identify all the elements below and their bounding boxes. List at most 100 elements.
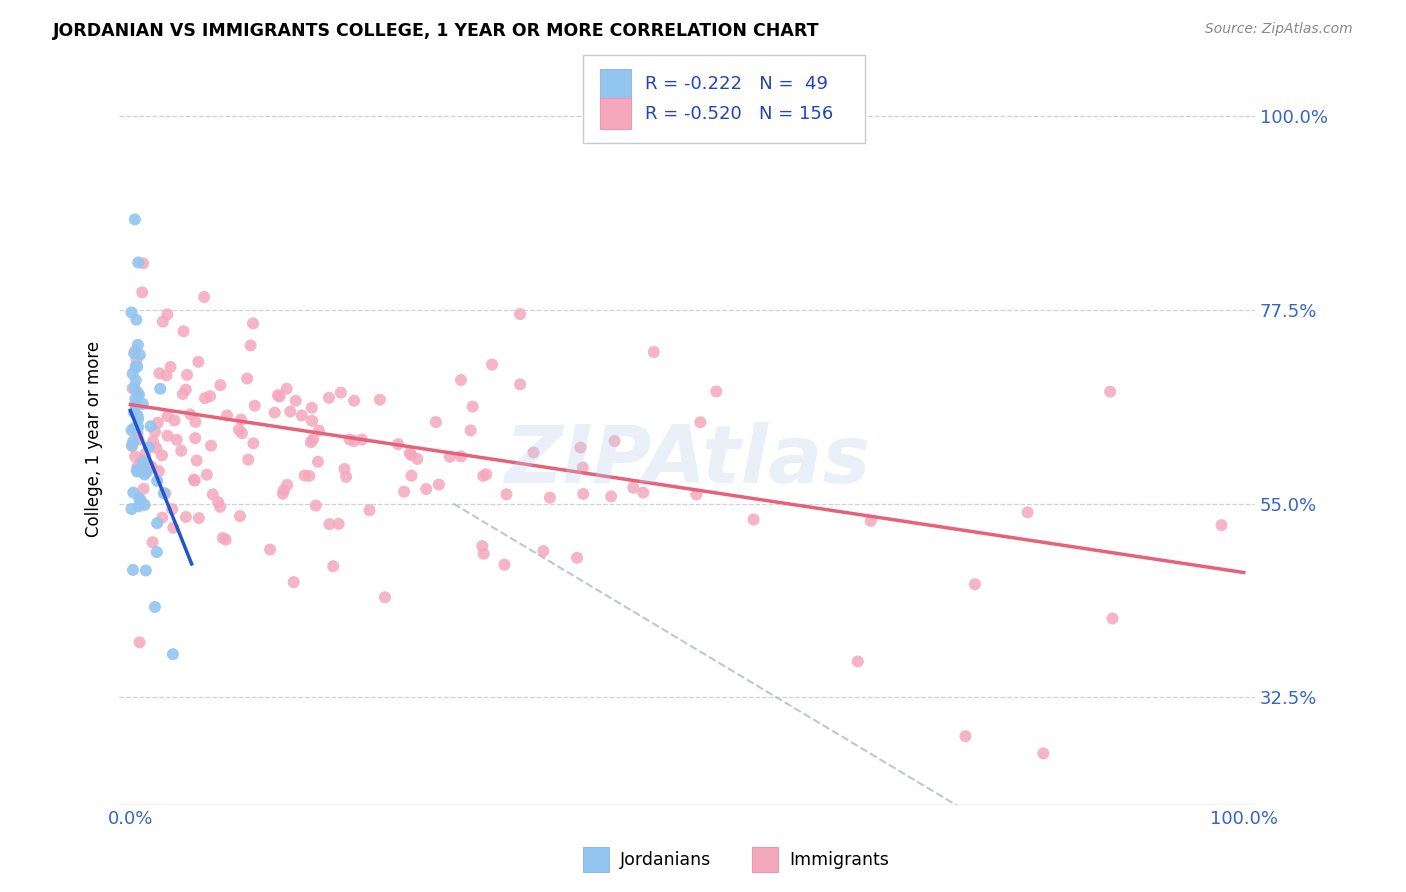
Point [187, 355, 209, 369]
Point [1101, 611, 1123, 625]
Point [401, 468, 423, 483]
Point [121, 381, 143, 395]
Point [284, 393, 307, 408]
Point [145, 441, 167, 455]
Point [742, 513, 765, 527]
Point [329, 385, 352, 400]
Point [242, 436, 264, 450]
Point [124, 381, 146, 395]
Point [146, 474, 169, 488]
Point [127, 412, 149, 426]
Point [152, 315, 174, 329]
Point [538, 491, 561, 505]
Point [122, 405, 145, 419]
Point [283, 575, 305, 590]
Point [231, 412, 253, 426]
Point [124, 343, 146, 358]
Point [509, 377, 531, 392]
Point [522, 445, 544, 459]
Point [127, 459, 149, 474]
Point [263, 406, 285, 420]
Point [166, 433, 188, 447]
Point [127, 426, 149, 441]
Point [155, 368, 177, 383]
Point [128, 635, 150, 649]
Point [231, 426, 253, 441]
Point [142, 434, 165, 449]
Point [127, 359, 149, 374]
Point [318, 517, 340, 532]
Point [150, 510, 173, 524]
Point [392, 484, 415, 499]
Point [183, 474, 205, 488]
Point [186, 453, 208, 467]
Point [495, 487, 517, 501]
Point [183, 473, 205, 487]
Point [129, 493, 152, 508]
Point [439, 450, 461, 464]
Point [162, 521, 184, 535]
Point [127, 338, 149, 352]
Point [572, 487, 595, 501]
Point [198, 389, 221, 403]
Point [276, 478, 298, 492]
Point [131, 465, 153, 479]
Point [243, 399, 266, 413]
Point [398, 446, 420, 460]
Point [621, 481, 644, 495]
Point [194, 391, 217, 405]
Point [155, 486, 177, 500]
Point [963, 577, 986, 591]
Point [124, 392, 146, 406]
Text: R = -0.222   N =  49: R = -0.222 N = 49 [645, 75, 828, 94]
Point [302, 432, 325, 446]
Point [121, 502, 143, 516]
Point [172, 387, 194, 401]
Point [162, 647, 184, 661]
Point [569, 441, 592, 455]
Point [299, 435, 322, 450]
Point [132, 256, 155, 270]
Point [207, 495, 229, 509]
Point [643, 345, 665, 359]
Point [228, 423, 250, 437]
Point [276, 382, 298, 396]
Point [374, 591, 396, 605]
Point [122, 346, 145, 360]
Point [138, 460, 160, 475]
Point [368, 392, 391, 407]
Point [955, 729, 977, 743]
Point [132, 397, 155, 411]
Point [1032, 747, 1054, 761]
Point [307, 455, 329, 469]
Y-axis label: College, 1 year or more: College, 1 year or more [86, 341, 103, 537]
Point [278, 404, 301, 418]
Point [475, 467, 498, 482]
Point [509, 307, 531, 321]
Point [229, 509, 252, 524]
Point [124, 407, 146, 421]
Point [571, 460, 593, 475]
Point [565, 550, 588, 565]
Point [122, 563, 145, 577]
Point [1099, 384, 1122, 399]
Point [481, 358, 503, 372]
Point [172, 324, 194, 338]
Point [124, 399, 146, 413]
Point [128, 388, 150, 402]
Point [425, 415, 447, 429]
Point [122, 485, 145, 500]
Point [134, 467, 156, 482]
Point [141, 459, 163, 474]
Point [125, 353, 148, 368]
Point [335, 470, 357, 484]
Point [294, 468, 316, 483]
Point [150, 449, 173, 463]
Point [343, 393, 366, 408]
Point [127, 409, 149, 423]
Text: R = -0.520   N = 156: R = -0.520 N = 156 [645, 104, 834, 123]
Point [209, 500, 232, 514]
Point [328, 516, 350, 531]
Point [131, 285, 153, 300]
Point [132, 482, 155, 496]
